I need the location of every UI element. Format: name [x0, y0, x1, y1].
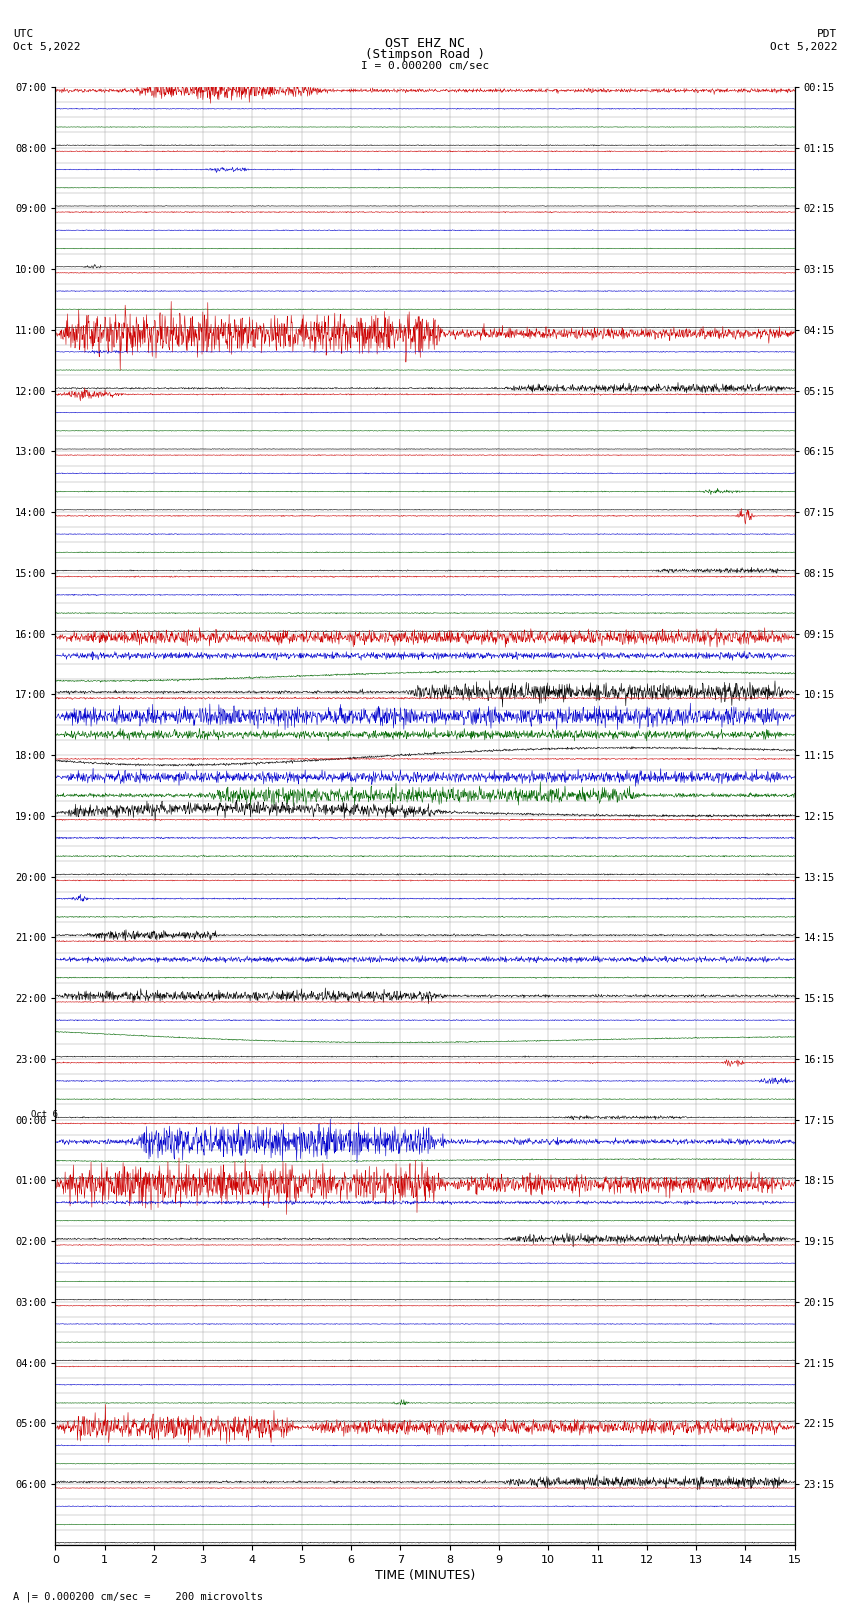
Text: Oct 5,2022: Oct 5,2022: [13, 42, 80, 52]
Text: UTC: UTC: [13, 29, 33, 39]
Text: Oct 6: Oct 6: [31, 1110, 58, 1119]
Text: (Stimpson Road ): (Stimpson Road ): [365, 48, 485, 61]
X-axis label: TIME (MINUTES): TIME (MINUTES): [375, 1569, 475, 1582]
Text: A |= 0.000200 cm/sec =    200 microvolts: A |= 0.000200 cm/sec = 200 microvolts: [13, 1590, 263, 1602]
Text: OST EHZ NC: OST EHZ NC: [385, 37, 465, 50]
Text: I = 0.000200 cm/sec: I = 0.000200 cm/sec: [361, 61, 489, 71]
Text: Oct 5,2022: Oct 5,2022: [770, 42, 837, 52]
Text: PDT: PDT: [817, 29, 837, 39]
